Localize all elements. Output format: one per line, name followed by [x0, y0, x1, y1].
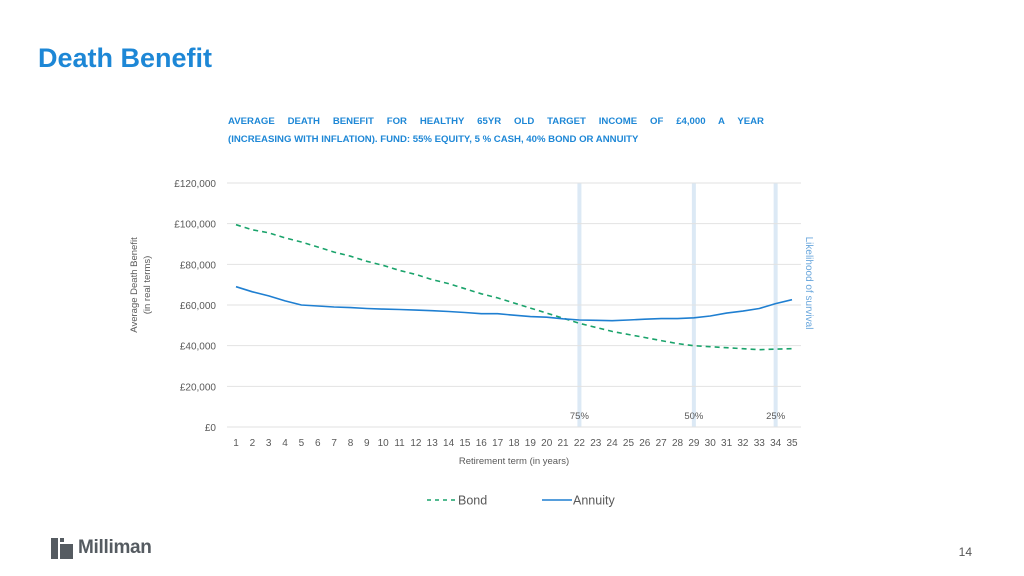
- survival-marker-label-0: 75%: [570, 411, 590, 422]
- milliman-logo-icon: [51, 537, 73, 559]
- x-tick-label-0: 1: [233, 438, 239, 449]
- y-tick-label-6: £120,000: [174, 179, 216, 190]
- slide-title: Death Benefit: [38, 43, 213, 73]
- x-tick-label-9: 10: [378, 438, 390, 449]
- x-tick-label-30: 31: [721, 438, 733, 449]
- chart-title-line-2: (INCREASING WITH INFLATION). FUND: 55% E…: [228, 134, 639, 145]
- x-tick-label-14: 15: [459, 438, 471, 449]
- x-tick-label-11: 12: [410, 438, 422, 449]
- x-tick-label-32: 33: [754, 438, 766, 449]
- chart-title: AVERAGE DEATH BENEFIT FOR HEALTHY 65YR O…: [228, 113, 764, 149]
- y-tick-label-3: £60,000: [180, 301, 217, 312]
- x-tick-label-25: 26: [639, 438, 651, 449]
- x-tick-label-28: 29: [688, 438, 700, 449]
- x-tick-label-26: 27: [656, 438, 668, 449]
- x-tick-label-10: 11: [394, 438, 405, 449]
- x-tick-label-19: 20: [541, 438, 553, 449]
- x-tick-label-15: 16: [476, 438, 488, 449]
- y-tick-label-2: £40,000: [180, 342, 217, 353]
- x-tick-label-34: 35: [786, 438, 798, 449]
- x-tick-label-6: 7: [331, 438, 337, 449]
- x-tick-label-21: 22: [574, 438, 586, 449]
- brand-name: Milliman: [78, 537, 152, 558]
- x-tick-label-2: 3: [266, 438, 272, 449]
- x-tick-label-20: 21: [557, 438, 569, 449]
- x-tick-label-3: 4: [282, 438, 288, 449]
- series-line-annuity: [235, 285, 793, 322]
- y-axis-label-line-1: Average Death Benefit: [129, 237, 140, 333]
- x-tick-label-7: 8: [348, 438, 354, 449]
- x-tick-label-8: 9: [364, 438, 370, 449]
- milliman-logo: Milliman: [51, 537, 152, 559]
- x-tick-label-12: 13: [427, 438, 439, 449]
- legend-bond-label: Bond: [458, 494, 487, 508]
- x-tick-label-17: 18: [508, 438, 520, 449]
- page-number: 14: [958, 545, 972, 559]
- y-tick-label-4: £80,000: [180, 260, 217, 271]
- x-axis-label: Retirement term (in years): [459, 456, 569, 467]
- survival-marker-label-1: 50%: [684, 411, 704, 422]
- legend-annuity-label: Annuity: [573, 494, 615, 508]
- x-tick-label-13: 14: [443, 438, 455, 449]
- x-tick-label-4: 5: [299, 438, 305, 449]
- chart-title-line-1: AVERAGE DEATH BENEFIT FOR HEALTHY 65YR O…: [228, 116, 764, 127]
- y-tick-label-0: £0: [205, 423, 217, 434]
- y-tick-label-1: £20,000: [180, 382, 217, 393]
- x-tick-label-22: 23: [590, 438, 602, 449]
- x-tick-label-29: 30: [705, 438, 717, 449]
- series-line-bond: [235, 223, 793, 351]
- survival-marker-label-2: 25%: [766, 411, 786, 422]
- x-tick-label-16: 17: [492, 438, 504, 449]
- x-tick-label-1: 2: [250, 438, 256, 449]
- x-tick-label-5: 6: [315, 438, 321, 449]
- x-tick-label-27: 28: [672, 438, 684, 449]
- y-axis-label-line-2: (in real terms): [142, 256, 153, 315]
- x-tick-label-31: 32: [737, 438, 749, 449]
- x-tick-label-24: 25: [623, 438, 635, 449]
- y-tick-label-5: £100,000: [174, 220, 216, 231]
- secondary-axis-label: Likelihood of survival: [803, 237, 814, 330]
- x-tick-label-23: 24: [607, 438, 619, 449]
- x-tick-label-18: 19: [525, 438, 537, 449]
- x-tick-label-33: 34: [770, 438, 782, 449]
- legend: Bond Annuity: [427, 494, 615, 508]
